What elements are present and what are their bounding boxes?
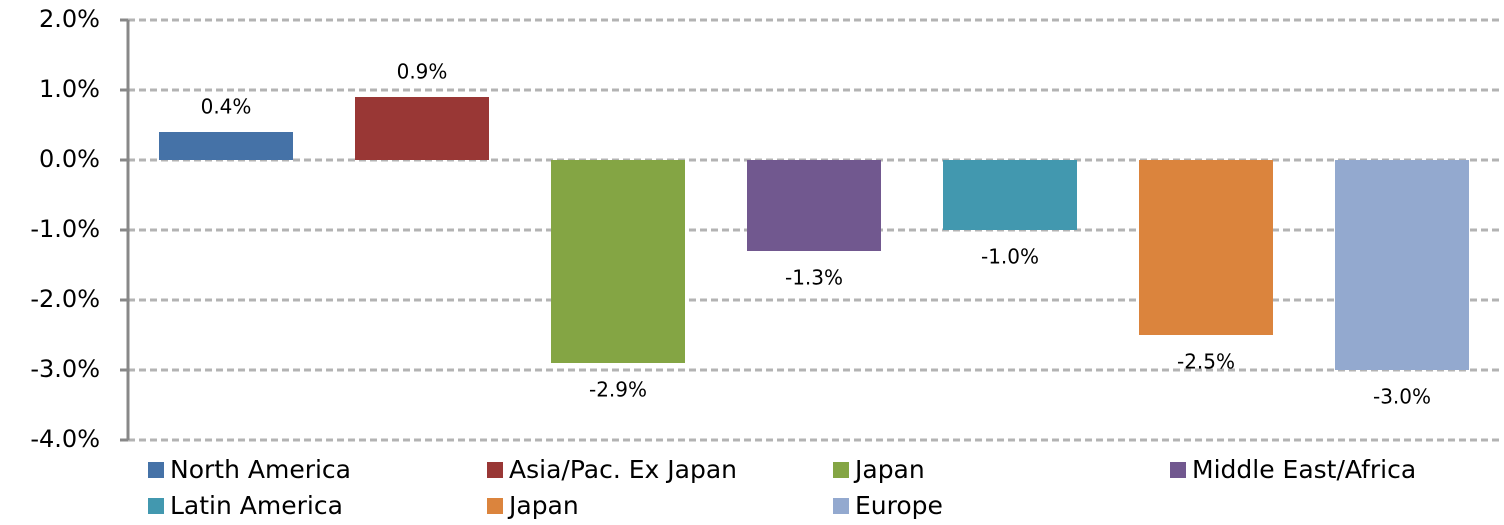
value-label: -3.0% (1373, 385, 1431, 409)
y-tick-label: 1.0% (39, 75, 100, 103)
legend-label: Japan (507, 491, 579, 520)
bar (747, 160, 881, 251)
value-label: -2.5% (1177, 350, 1235, 374)
legend-swatch (833, 498, 849, 514)
legend-label: North America (170, 455, 351, 484)
value-label: -1.0% (981, 245, 1039, 269)
value-label: 0.9% (397, 60, 448, 84)
value-label: -1.3% (785, 266, 843, 290)
legend-label: Latin America (170, 491, 343, 520)
y-tick-label: -2.0% (30, 285, 100, 313)
bar (943, 160, 1077, 230)
bar (355, 97, 489, 160)
legend-swatch (487, 498, 503, 514)
bar (1139, 160, 1273, 335)
legend-swatch (833, 462, 849, 478)
y-tick-label: 0.0% (39, 145, 100, 173)
value-label: 0.4% (201, 95, 252, 119)
legend-label: Japan (853, 455, 925, 484)
legend-label: Middle East/Africa (1192, 455, 1416, 484)
y-tick-label: -4.0% (30, 425, 100, 453)
y-tick-label: 2.0% (39, 5, 100, 33)
bar (1335, 160, 1469, 370)
bar (551, 160, 685, 363)
legend-label: Asia/Pac. Ex Japan (509, 455, 737, 484)
y-tick-label: -3.0% (30, 355, 100, 383)
value-label: -2.9% (589, 378, 647, 402)
legend-label: Europe (855, 491, 943, 520)
legend-swatch (1170, 462, 1186, 478)
bar (159, 132, 293, 160)
legend-swatch (148, 498, 164, 514)
y-tick-label: -1.0% (30, 215, 100, 243)
legend-swatch (487, 462, 503, 478)
legend-swatch (148, 462, 164, 478)
